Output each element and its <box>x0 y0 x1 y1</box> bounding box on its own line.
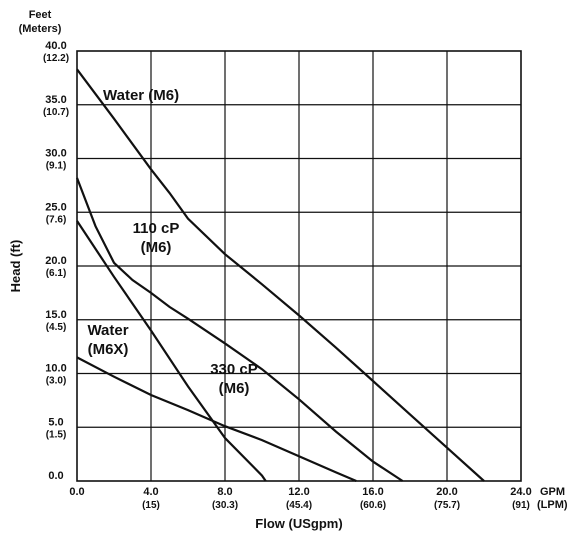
curve-label-line: Water (M6) <box>103 87 179 104</box>
y-tick-label: 5.0 <box>48 416 63 428</box>
water-m6x-curve <box>76 220 267 482</box>
x-tick-label: 12.0 <box>288 486 309 498</box>
x-tick-sublabel: (91) <box>512 500 530 511</box>
y-axis-title: Head (ft) <box>8 240 23 293</box>
y-tick-sublabel: (9.1) <box>46 161 67 172</box>
y-tick-label: 20.0 <box>45 255 66 267</box>
curve-label-line: (M6X) <box>88 341 129 358</box>
curve-label-line: Water <box>87 322 128 339</box>
y-tick-sublabel: (6.1) <box>46 268 67 279</box>
x-axis-title: Flow (USgpm) <box>255 516 342 531</box>
x-tick-sublabel: (15) <box>142 500 160 511</box>
y-tick-label: 40.0 <box>45 40 66 52</box>
curve-label-line: (M6) <box>141 239 172 256</box>
y-tick-sublabel: (3.0) <box>46 376 67 387</box>
x-tick-label: 24.0 <box>510 486 531 498</box>
curve-labels: Water (M6) 110 cP (M6) Water (M6X) 330 cP (M6) <box>87 87 257 397</box>
x-tick-labels: 0.0 4.0 (15) 8.0 (30.3) 12.0 (45.4) 16.0 (60.6) 2… <box>69 486 531 511</box>
y-tick-sublabel: (12.2) <box>43 53 69 64</box>
y-tick-sublabel: (1.5) <box>46 429 67 440</box>
x-units-sub-label: (LPM) <box>537 499 568 511</box>
y-tick-sublabel: (10.7) <box>43 107 69 118</box>
y-units-label: Feet <box>29 9 52 21</box>
x-tick-label: 4.0 <box>143 486 158 498</box>
x-tick-label: 16.0 <box>362 486 383 498</box>
y-tick-label: 10.0 <box>45 363 66 375</box>
y-tick-sublabel: (4.5) <box>46 322 67 333</box>
plot-frame <box>76 50 522 482</box>
water-m6x-label: Water (M6X) <box>87 322 128 358</box>
y-tick-sublabel: (7.6) <box>46 214 67 225</box>
110cp-m6-curve <box>75 177 404 482</box>
gridlines <box>77 51 521 481</box>
curve-label-line: (M6) <box>219 380 250 397</box>
330cp-m6-label: 330 cP (M6) <box>210 361 258 397</box>
x-tick-label: 20.0 <box>436 486 457 498</box>
x-units-label: GPM <box>540 486 565 498</box>
curves <box>75 68 485 483</box>
x-tick-label: 0.0 <box>69 486 84 498</box>
x-tick-label: 8.0 <box>217 486 232 498</box>
x-tick-sublabel: (75.7) <box>434 500 460 511</box>
curve-label-line: 330 cP <box>210 361 258 378</box>
x-tick-sublabel: (30.3) <box>212 500 238 511</box>
curve-label-line: 110 cP <box>133 220 180 237</box>
y-tick-label: 0.0 <box>48 470 63 482</box>
y-tick-labels: 0.0 5.0(1.5) 10.0(3.0) 15.0(4.5) 20.0(6.1) 25… <box>43 40 69 482</box>
water-m6-label: Water (M6) <box>103 87 179 104</box>
y-units-sub-label: (Meters) <box>19 23 62 35</box>
x-tick-sublabel: (60.6) <box>360 500 386 511</box>
water-m6-curve <box>76 68 485 482</box>
110cp-m6-label: 110 cP (M6) <box>133 220 180 256</box>
y-tick-label: 15.0 <box>45 309 66 321</box>
y-tick-label: 25.0 <box>45 201 66 213</box>
x-tick-sublabel: (45.4) <box>286 500 312 511</box>
y-tick-label: 30.0 <box>45 148 66 160</box>
y-tick-label: 35.0 <box>45 94 66 106</box>
330cp-m6-curve <box>76 356 357 483</box>
